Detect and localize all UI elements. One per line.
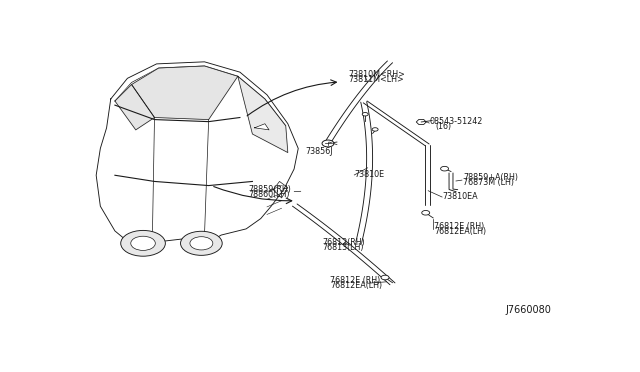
Circle shape xyxy=(121,230,165,256)
Polygon shape xyxy=(132,66,238,119)
Text: 76812E (RH): 76812E (RH) xyxy=(434,222,484,231)
Circle shape xyxy=(131,236,156,250)
Circle shape xyxy=(322,140,334,147)
Text: 08543-51242: 08543-51242 xyxy=(429,116,483,126)
Text: 76812EA(LH): 76812EA(LH) xyxy=(434,227,486,236)
Text: 76812EA(LH): 76812EA(LH) xyxy=(330,281,383,290)
Text: 76813(LH): 76813(LH) xyxy=(322,243,364,251)
Text: 73810M<RH>: 73810M<RH> xyxy=(348,70,405,79)
Polygon shape xyxy=(255,124,269,130)
Text: 78859(RH): 78859(RH) xyxy=(249,185,291,194)
Circle shape xyxy=(440,166,449,171)
Circle shape xyxy=(180,231,222,255)
Circle shape xyxy=(362,112,368,116)
Text: 73810EA: 73810EA xyxy=(442,192,477,201)
Text: 73856J: 73856J xyxy=(306,147,333,156)
Text: 78860(LH): 78860(LH) xyxy=(249,190,290,199)
Text: 76873M (LH): 76873M (LH) xyxy=(463,178,514,187)
Text: 78859+A(RH): 78859+A(RH) xyxy=(463,173,518,182)
Text: 76812E (RH): 76812E (RH) xyxy=(330,276,381,285)
Circle shape xyxy=(190,237,213,250)
Circle shape xyxy=(422,211,429,215)
Text: 73811M<LH>: 73811M<LH> xyxy=(348,75,404,84)
Text: 76812(RH): 76812(RH) xyxy=(322,238,365,247)
Text: (16): (16) xyxy=(435,122,451,131)
Circle shape xyxy=(372,128,378,131)
Polygon shape xyxy=(238,76,288,153)
Polygon shape xyxy=(115,84,154,130)
Circle shape xyxy=(381,275,389,280)
Polygon shape xyxy=(96,62,298,246)
Text: J7660080: J7660080 xyxy=(506,305,551,315)
Polygon shape xyxy=(416,119,426,125)
Text: 73810E: 73810E xyxy=(355,170,385,179)
